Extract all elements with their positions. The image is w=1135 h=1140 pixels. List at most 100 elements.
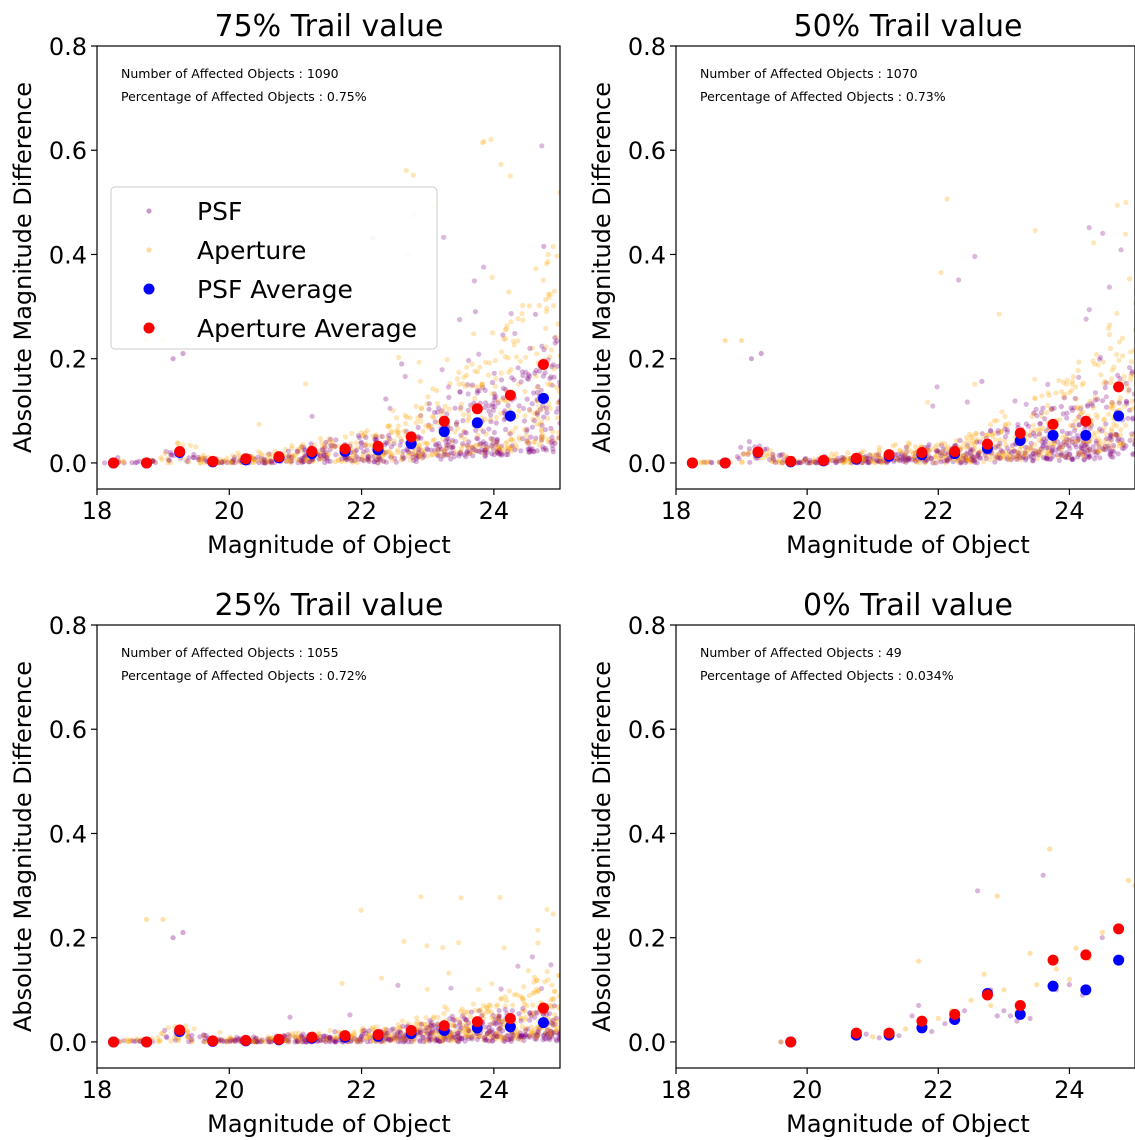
aperture-point [514, 354, 519, 359]
psf-point [323, 445, 328, 450]
aperture-point [508, 173, 513, 178]
aperture-point [495, 1002, 500, 1007]
aperture-point [877, 448, 882, 453]
psf-point [482, 448, 487, 453]
aperture-average-point [851, 453, 862, 464]
x-axis-label: Magnitude of Object [786, 531, 1030, 559]
aperture-point [385, 424, 390, 429]
aperture-point [1009, 456, 1014, 461]
psf-average-point [1113, 955, 1124, 966]
annotation-text: Percentage of Affected Objects : 0.034% [700, 668, 954, 683]
aperture-average-point [108, 1036, 119, 1047]
psf-point [807, 458, 812, 463]
aperture-point [1102, 416, 1107, 421]
aperture-point [418, 454, 423, 459]
aperture-point [1125, 384, 1130, 389]
aperture-average-point [1080, 949, 1091, 960]
psf-point [512, 447, 517, 452]
legend-aperture-label: Aperture [197, 236, 306, 265]
aperture-point [516, 316, 521, 321]
aperture-point [506, 289, 511, 294]
aperture-point [1127, 276, 1132, 281]
psf-point [515, 964, 520, 969]
psf-point [180, 351, 185, 356]
psf-point [233, 1039, 238, 1044]
aperture-point [521, 984, 526, 989]
psf-point [1117, 400, 1122, 405]
psf-point [1045, 382, 1050, 387]
aperture-point [193, 444, 198, 449]
aperture-point [523, 355, 528, 360]
psf-point [972, 254, 977, 259]
aperture-point [551, 303, 556, 308]
aperture-point [299, 444, 304, 449]
aperture-point [405, 453, 410, 458]
aperture-point [126, 1039, 131, 1044]
aperture-average-point [141, 457, 152, 468]
psf-point [1008, 1013, 1013, 1018]
aperture-point [526, 968, 531, 973]
aperture-average-point [949, 446, 960, 457]
aperture-point [972, 382, 977, 387]
psf-point [1038, 421, 1043, 426]
psf-point [1023, 450, 1028, 455]
aperture-point [162, 451, 167, 456]
aperture-point [356, 1038, 361, 1043]
aperture-point [1126, 389, 1131, 394]
aperture-average-point [472, 403, 483, 414]
psf-point [470, 382, 475, 387]
psf-point [527, 1011, 532, 1016]
aperture-point [499, 370, 504, 375]
aperture-point [903, 1026, 908, 1031]
psf-point [287, 1015, 292, 1020]
aperture-point [479, 382, 484, 387]
aperture-point [1069, 388, 1074, 393]
psf-point [1015, 422, 1020, 427]
plot-area [108, 894, 565, 1047]
psf-point [460, 441, 465, 446]
psf-point [1012, 398, 1017, 403]
aperture-point [464, 1026, 469, 1031]
y-tick-label: 0.4 [628, 241, 666, 269]
psf-point [1110, 448, 1115, 453]
psf-point [1127, 365, 1132, 370]
psf-point [532, 371, 537, 376]
psf-point [492, 395, 497, 400]
psf-point [759, 351, 764, 356]
psf-point [420, 1035, 425, 1040]
psf-point [440, 367, 445, 372]
aperture-point [893, 442, 898, 447]
psf-point [530, 425, 535, 430]
aperture-point [490, 330, 495, 335]
psf-point [327, 1036, 332, 1041]
aperture-point [365, 1036, 370, 1041]
x-tick-label: 22 [923, 1076, 954, 1104]
aperture-point [502, 945, 507, 950]
aperture-point [505, 439, 510, 444]
psf-point [530, 954, 535, 959]
aperture-point [861, 449, 866, 454]
psf-point [518, 1018, 523, 1023]
psf-point [170, 356, 175, 361]
psf-point [528, 446, 533, 451]
aperture-point [418, 413, 423, 418]
aperture-point [1031, 423, 1036, 428]
aperture-point [386, 450, 391, 455]
aperture-point [418, 379, 423, 384]
aperture-point [459, 402, 464, 407]
aperture-point [739, 460, 744, 465]
aperture-point [527, 303, 532, 308]
psf-point [516, 365, 521, 370]
psf-point [449, 450, 454, 455]
aperture-point [418, 894, 423, 899]
aperture-point [535, 416, 540, 421]
psf-point [489, 443, 494, 448]
aperture-point [421, 1025, 426, 1030]
aperture-point [441, 408, 446, 413]
aperture-point [318, 449, 323, 454]
psf-point [1031, 455, 1036, 460]
psf-point [457, 1020, 462, 1025]
legend-psf-marker [146, 208, 151, 213]
x-tick-label: 20 [792, 497, 823, 525]
aperture-point [1067, 977, 1072, 982]
